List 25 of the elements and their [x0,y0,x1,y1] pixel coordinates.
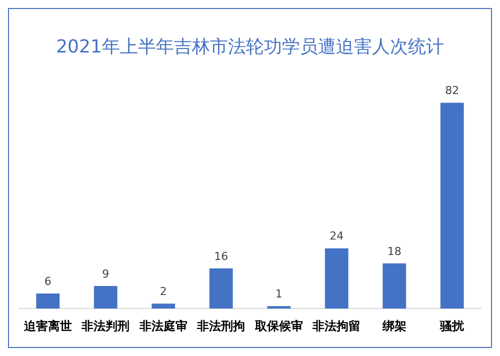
data-label: 18 [387,244,402,258]
data-label: 24 [330,230,344,243]
bar [267,306,291,309]
x-tick-label: 迫害离世 [22,318,72,333]
x-tick-label: 非法刑拘 [196,318,246,333]
bar [440,102,464,309]
bar [94,286,118,309]
x-tick-label: 取保候审 [254,318,303,333]
bar [209,268,233,309]
bar [152,304,176,309]
data-label: 16 [214,250,228,263]
bar [36,294,60,309]
bar [324,248,348,309]
data-label: 82 [445,84,460,98]
x-tick-label: 非法庭审 [138,318,188,333]
data-label: 1 [275,287,282,300]
x-tick-label: 骚扰 [439,318,466,333]
data-label: 2 [160,284,167,298]
data-label: 6 [44,274,52,288]
bar [382,263,406,309]
x-tick-label: 绑架 [381,318,406,333]
chart-title: 2021年上半年吉林市法轮功学员遭迫害人次统计 [56,36,444,58]
x-tick-label: 非法拘留 [312,318,361,333]
data-label: 9 [102,267,110,280]
x-tick-label: 非法判刑 [80,318,130,333]
